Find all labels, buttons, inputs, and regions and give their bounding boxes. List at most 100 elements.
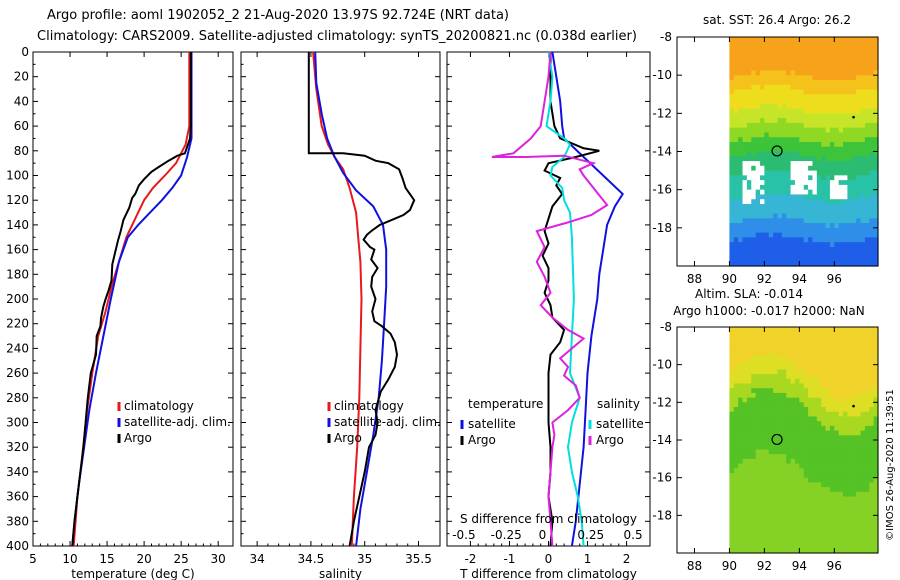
sst_map-cell	[794, 41, 800, 48]
sst_map-cell	[786, 137, 792, 143]
sla_map-cell	[825, 416, 831, 422]
sla_map-cell	[742, 505, 748, 512]
sst_map-cell	[738, 251, 744, 258]
temperature-plot-frame	[32, 51, 234, 547]
sla_map-cell	[764, 378, 770, 385]
sla_map-cell	[808, 472, 814, 479]
sla_map-cell	[751, 524, 757, 531]
sla_map-cell	[729, 383, 735, 389]
sst_map-cell	[829, 203, 835, 210]
sst_map-cell	[821, 180, 827, 186]
sla_map-cell	[829, 345, 835, 352]
difference-xtick-label: -2	[464, 552, 476, 566]
sst_map-cell	[873, 175, 879, 181]
sla_map-cell	[773, 482, 779, 488]
sst_map-cell	[816, 208, 822, 215]
sla_map-cell	[777, 350, 783, 356]
sla_map-cell	[851, 331, 857, 338]
sst_map-cell	[742, 37, 748, 43]
sst_map-cell	[812, 41, 818, 48]
sst_map-cell	[812, 75, 818, 81]
sla_map-cell	[869, 345, 875, 352]
sla_map-cell	[790, 529, 796, 535]
sla_map-cell	[751, 534, 757, 540]
sla_map-cell	[733, 520, 739, 526]
sst_map-cell	[834, 146, 840, 153]
sst_map-cell	[825, 56, 831, 62]
sst_map-cell	[843, 65, 849, 71]
sla_map-cell	[847, 369, 853, 375]
sst_map-cell	[777, 213, 783, 219]
sla_map-xtick-label: 96	[827, 559, 842, 573]
sla_map-cell	[869, 430, 875, 436]
difference-series-s-satellite	[545, 51, 585, 547]
sla_map-cell	[751, 458, 757, 465]
sla_map-cell	[869, 472, 875, 479]
sst_map-cell	[808, 194, 814, 200]
depth-tick-label: 340	[6, 465, 29, 479]
sst_map-cell	[764, 227, 770, 234]
sst_map-cell	[838, 165, 844, 172]
sla_map-cell	[738, 501, 744, 507]
sst_map-cell	[843, 84, 849, 91]
sst_map-cell	[738, 246, 744, 253]
sst_map-cell	[864, 79, 870, 86]
sla_map-cell	[760, 411, 765, 418]
sst_map-cell	[838, 113, 844, 119]
sla_map-cell	[760, 510, 765, 516]
sla_map-cell	[869, 378, 875, 385]
salinity-xtick-label: 35	[357, 552, 372, 566]
sla_map-cell	[794, 392, 800, 399]
sst_map-cell	[733, 79, 739, 86]
sla_map-cell	[729, 482, 735, 488]
sst_map-cell	[873, 165, 879, 172]
sst_map-cell	[746, 151, 752, 157]
sst_map-cell	[786, 161, 792, 167]
sla_map-cell	[816, 350, 822, 356]
sla_map-cell	[860, 454, 866, 460]
sst_map-cell	[777, 141, 783, 148]
sst_map-cell	[847, 242, 853, 248]
sla_map-cell	[760, 482, 765, 488]
sst_map-cell	[873, 118, 879, 124]
sla_map-cell	[838, 534, 844, 540]
sla_map-cell	[773, 548, 779, 554]
sst_map-cell	[803, 94, 809, 100]
sla_map-cell	[834, 374, 840, 380]
sst_map-cell	[803, 237, 809, 243]
sla_map-cell	[738, 529, 744, 535]
sla_map-cell	[834, 472, 840, 479]
sst_map-cell	[825, 199, 831, 205]
sst_map-cell	[856, 261, 862, 267]
sla_map-cell	[829, 477, 835, 483]
sla_map-cell	[790, 341, 796, 347]
sla_map-cell	[821, 341, 827, 347]
sla_map-cell	[864, 444, 870, 451]
sst_map-cell	[794, 65, 800, 71]
sla_map-cell	[790, 374, 796, 380]
sst_map-cell	[808, 84, 814, 91]
sla_map-cell	[816, 515, 822, 521]
sla_map-cell	[794, 534, 800, 540]
sst_map-cell	[829, 261, 835, 267]
sst_map-cell	[742, 184, 748, 191]
sst_map-cell	[768, 227, 774, 234]
depth-tick-label: 400	[6, 539, 29, 553]
sst_map-cell	[746, 79, 752, 86]
sst_map-cell	[838, 56, 844, 62]
sla_map-cell	[764, 505, 770, 512]
sst_map-cell	[799, 161, 805, 167]
sla_map-cell	[729, 374, 735, 380]
sst_map-cell	[847, 79, 853, 86]
sla_map-cell	[738, 548, 744, 554]
sst_map-cell	[790, 213, 796, 219]
sla_map-cell	[812, 505, 818, 512]
sst_map-cell	[794, 51, 800, 57]
sla_map-cell	[794, 402, 800, 408]
sst_map-cell	[829, 180, 835, 186]
sla_map-cell	[834, 444, 840, 451]
salinity-xlabel: salinity	[319, 567, 362, 580]
sla_map-cell	[786, 472, 792, 479]
sla_map-cell	[838, 468, 844, 474]
sla_map-cell	[790, 411, 796, 418]
